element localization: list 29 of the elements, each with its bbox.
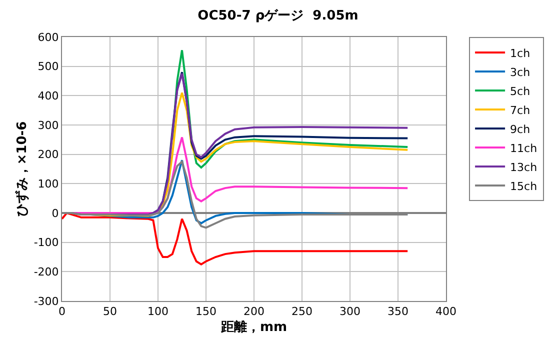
y-tick-label: -300 xyxy=(34,294,59,308)
legend-label: 3ch xyxy=(510,66,530,79)
y-tick-label: -100 xyxy=(34,236,59,250)
x-tick-label: 150 xyxy=(196,305,216,318)
y-tick-label: 200 xyxy=(38,148,59,162)
legend-label: 11ch xyxy=(510,142,538,155)
y-tick-label: 400 xyxy=(38,90,59,103)
legend-label: 7ch xyxy=(510,104,530,117)
legend-label: 13ch xyxy=(510,160,538,174)
y-tick-label: 0 xyxy=(52,206,59,220)
y-tick-label: 300 xyxy=(38,118,59,132)
legend-label: 5ch xyxy=(510,84,530,98)
x-tick-label: 350 xyxy=(388,305,408,318)
x-axis-title: 距離，mm xyxy=(220,320,288,335)
x-tick-label: 300 xyxy=(340,305,360,318)
x-tick-label: 400 xyxy=(436,305,456,318)
legend-label: 15ch xyxy=(510,180,538,193)
x-tick-label: 250 xyxy=(292,305,312,318)
y-tick-label: 100 xyxy=(38,178,59,191)
legend-label: 9ch xyxy=(510,122,530,136)
y-axis-title: ひずみ，×10-6 xyxy=(14,121,30,217)
y-tick-label: -200 xyxy=(34,266,59,279)
y-tick-label: 500 xyxy=(38,60,59,74)
x-tick-label: 100 xyxy=(148,305,168,318)
x-tick-label: 50 xyxy=(103,305,117,318)
legend-label: 1ch xyxy=(510,46,530,60)
y-tick-label: 600 xyxy=(38,30,59,44)
x-tick-label: 200 xyxy=(244,305,264,318)
chart-title: OC50-7 ρゲージ 9.05m xyxy=(198,8,358,24)
